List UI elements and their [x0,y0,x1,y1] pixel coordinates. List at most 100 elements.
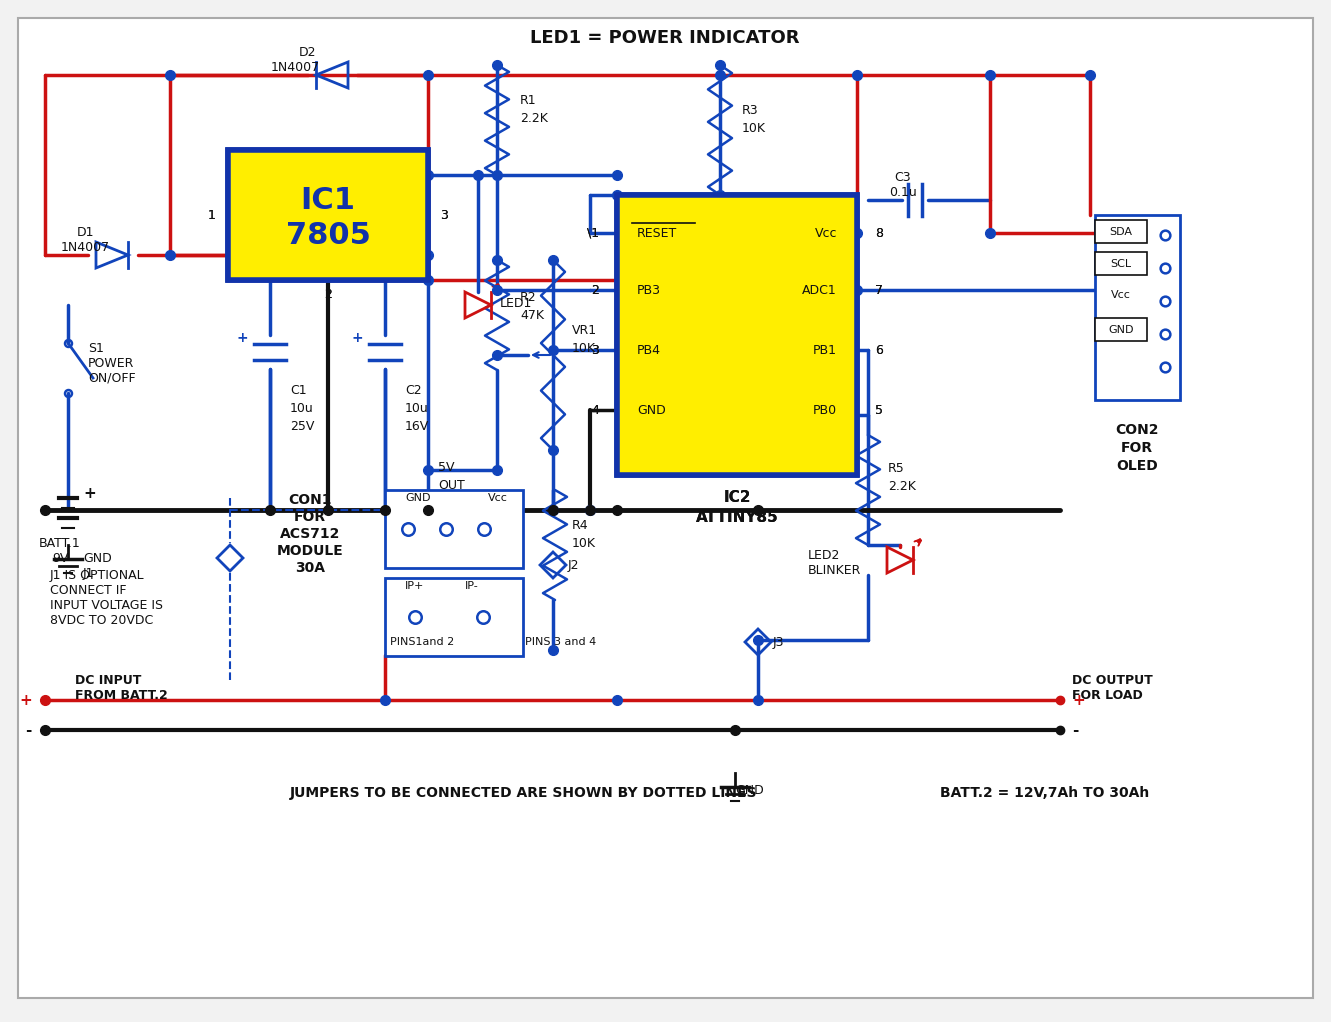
Text: IC1: IC1 [301,186,355,215]
Text: R2: R2 [520,290,536,304]
Bar [618,195,857,475]
Text: VR1: VR1 [572,324,598,336]
Text: 2.2K: 2.2K [888,479,916,493]
Text: 2: 2 [591,283,599,296]
Text: 30A: 30A [295,561,325,575]
Text: PINS 3 and 4: PINS 3 and 4 [524,637,596,647]
Text: 1N4007: 1N4007 [270,60,319,74]
Text: 9V: 9V [52,552,68,564]
Text: 1: 1 [208,208,216,222]
Text: 10u: 10u [290,402,314,415]
Bar [1095,215,1181,400]
Text: 16V: 16V [405,419,430,432]
Text: R1: R1 [520,93,536,106]
Text: 3: 3 [591,343,599,357]
Text: ADC1: ADC1 [803,283,837,296]
Bar [1095,220,1147,243]
Text: RESET: RESET [638,227,677,239]
Text: 7: 7 [874,283,882,296]
Text: DC OUTPUT: DC OUTPUT [1071,673,1153,687]
Text: R3: R3 [741,103,759,117]
Text: 1N4007: 1N4007 [60,240,109,253]
Text: FOR: FOR [1121,442,1153,455]
Text: \1: \1 [587,227,599,239]
Text: 10u: 10u [405,402,429,415]
Text: 5V: 5V [438,461,454,473]
Text: 6: 6 [874,343,882,357]
Text: 7805: 7805 [286,221,370,249]
Text: LED1 = POWER INDICATOR: LED1 = POWER INDICATOR [530,29,800,47]
Text: JUMPERS TO BE CONNECTED ARE SHOWN BY DOTTED LINES: JUMPERS TO BE CONNECTED ARE SHOWN BY DOT… [290,786,757,800]
Text: J1 IS OPTIONAL: J1 IS OPTIONAL [51,568,145,582]
Text: D2: D2 [299,46,317,58]
Text: +: + [237,331,248,345]
Text: INPUT VOLTAGE IS: INPUT VOLTAGE IS [51,599,162,611]
Text: PB0: PB0 [813,404,837,417]
Text: SCL: SCL [1110,259,1131,269]
Text: S1: S1 [88,341,104,355]
Text: CON1: CON1 [289,493,331,507]
Text: GND: GND [638,404,666,417]
Bar [228,150,429,280]
Text: Vcc: Vcc [815,227,837,239]
Text: OUT: OUT [438,478,465,492]
Text: 8VDC TO 20VDC: 8VDC TO 20VDC [51,613,153,626]
Text: GND: GND [638,404,666,417]
Text: 7: 7 [874,283,882,296]
Text: BLINKER: BLINKER [808,563,861,576]
Text: J1: J1 [83,566,95,579]
Text: +: + [83,485,96,501]
Text: PB1: PB1 [813,343,837,357]
Text: CONNECT IF: CONNECT IF [51,584,126,597]
Text: FOR: FOR [294,510,326,524]
Text: IC2: IC2 [723,490,751,505]
Text: MODULE: MODULE [277,544,343,558]
Text: 4: 4 [591,404,599,417]
Text: GND: GND [83,552,112,564]
Text: FOR LOAD: FOR LOAD [1071,689,1143,701]
Text: 8: 8 [874,227,882,239]
Text: +: + [351,331,363,345]
Text: 3: 3 [441,208,447,222]
Text: R4: R4 [572,518,588,531]
Text: ADC1: ADC1 [803,283,837,296]
Text: 4: 4 [591,404,599,417]
Bar [1095,318,1147,341]
Text: D1: D1 [76,226,93,238]
Text: BATT.2 = 12V,7Ah TO 30Ah: BATT.2 = 12V,7Ah TO 30Ah [940,786,1149,800]
Text: 10K: 10K [572,537,596,550]
Text: IP+: IP+ [405,580,425,591]
Text: -: - [25,723,32,738]
Bar [385,490,523,568]
Text: CON2: CON2 [1115,423,1159,437]
Text: OLED: OLED [1117,459,1158,473]
Text: POWER: POWER [88,357,134,370]
Text: Vcc: Vcc [1111,290,1131,300]
Text: 6: 6 [874,343,882,357]
Text: 2.2K: 2.2K [520,111,548,125]
Text: IC2: IC2 [723,490,751,505]
Text: 7805: 7805 [286,221,370,249]
Text: IC1: IC1 [301,186,355,215]
Bar [385,578,523,656]
Text: SDA: SDA [1110,227,1133,237]
Text: PB3: PB3 [638,283,662,296]
Text: DC INPUT: DC INPUT [75,673,141,687]
Text: GND: GND [405,493,430,503]
Text: PB4: PB4 [638,343,662,357]
Text: 0.1u: 0.1u [889,186,917,198]
Text: PB3: PB3 [638,283,662,296]
Text: +: + [19,693,32,707]
Text: LED2: LED2 [808,549,840,561]
Text: Vcc: Vcc [815,227,837,239]
Text: Vcc: Vcc [488,493,508,503]
Text: LED1: LED1 [500,296,532,310]
Text: J3: J3 [773,636,784,649]
Text: ON/OFF: ON/OFF [88,372,136,384]
Text: \1: \1 [587,227,599,239]
Bar [228,150,429,280]
Text: 3: 3 [591,343,599,357]
Text: PINS1and 2: PINS1and 2 [390,637,454,647]
Text: 3: 3 [441,208,447,222]
Text: ACS712: ACS712 [280,527,341,541]
